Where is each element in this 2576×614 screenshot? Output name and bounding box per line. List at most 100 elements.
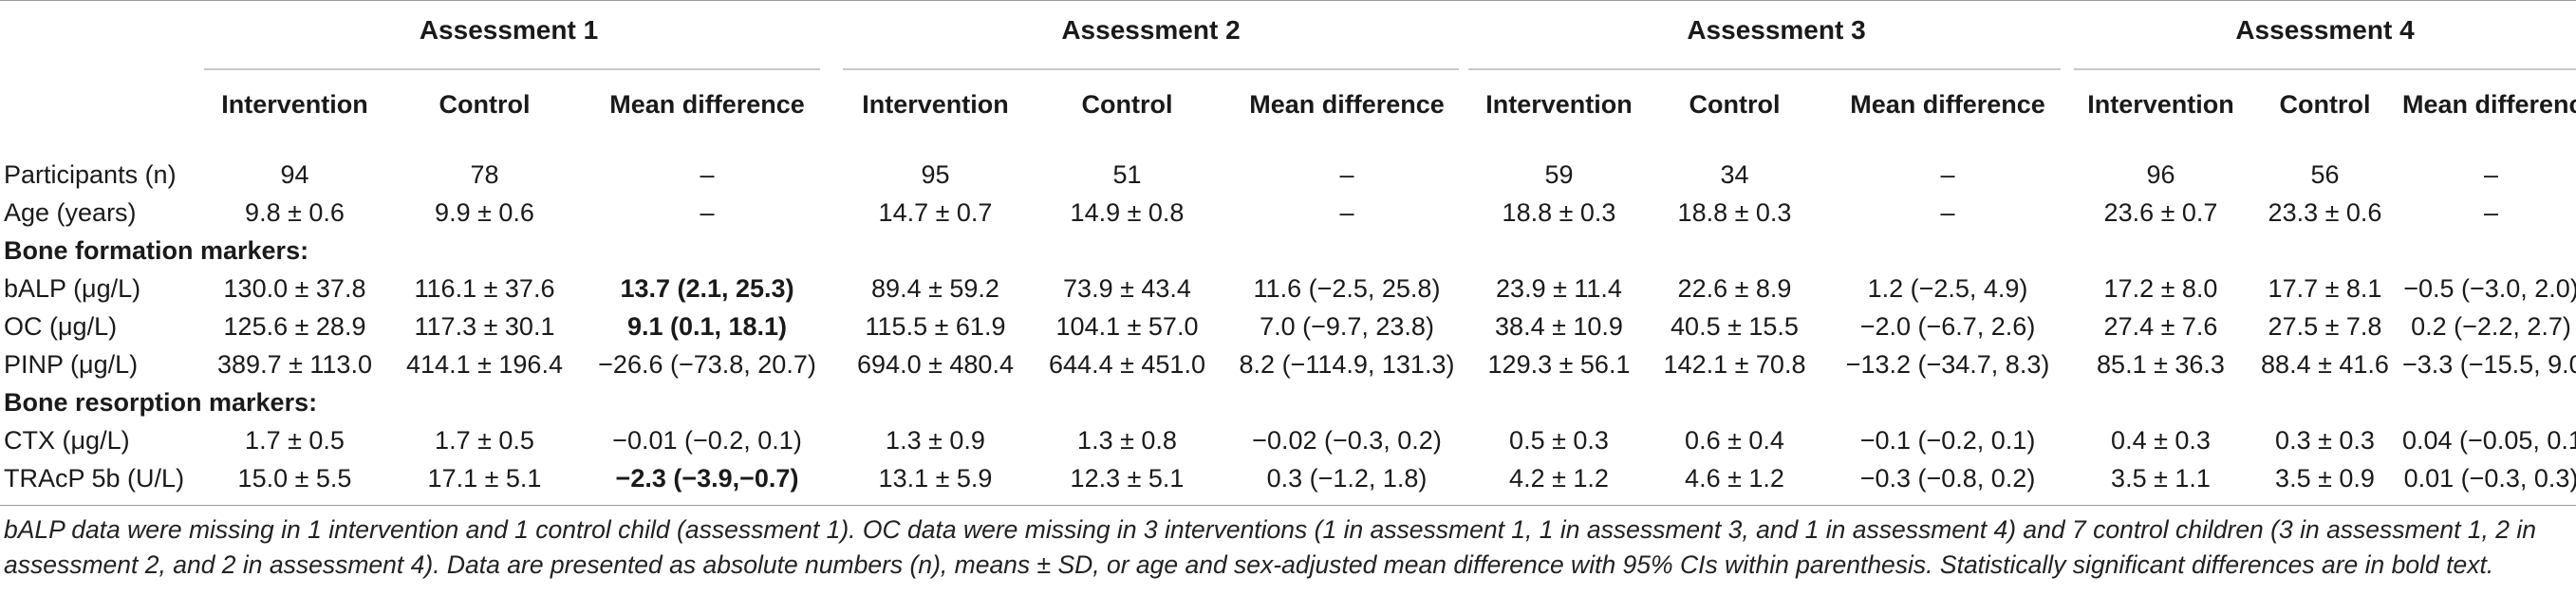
row-label: CTX (μg/L) [4,426,130,455]
table-cell: 78 [470,160,499,189]
table-cell: −0.5 (−3.0, 2.0) [2403,274,2576,303]
table-cell: 116.1 ± 37.6 [414,274,555,303]
table-cell: 0.01 (−0.3, 0.3) [2403,464,2576,493]
table-cell: 12.3 ± 5.1 [1070,464,1185,493]
table-cell: −0.1 (−0.2, 0.1) [1859,426,2036,455]
table-cell: 0.3 (−1.2, 1.8) [1266,464,1428,493]
row-label: TRAcP 5b (U/L) [4,464,185,493]
table-cell: −2.3 (−3.9,−0.7) [615,464,799,493]
table-cell: 4.2 ± 1.2 [1509,464,1609,493]
table-cell: 22.6 ± 8.9 [1677,274,1792,303]
group-header-assessment-2: Assessment 2 [1061,15,1241,45]
table-cell: 94 [280,160,309,189]
table-cell: 1.2 (−2.5, 4.9) [1867,274,2028,303]
subheader-control-2: Control [1081,90,1173,119]
table-cell: 1.7 ± 0.5 [435,426,534,455]
row-label: OC (μg/L) [4,312,118,341]
table-cell: – [700,160,715,189]
group-underline-2 [843,68,1459,70]
table-cell: 17.2 ± 8.0 [2103,274,2218,303]
section-resorption: Bone resorption markers: [4,388,318,417]
table-cell: −0.01 (−0.2, 0.1) [612,426,802,455]
table-cell: 27.5 ± 7.8 [2268,312,2382,341]
table-cell: 34 [1720,160,1749,189]
table-cell: 23.6 ± 0.7 [2103,198,2218,227]
table-cell: – [1940,198,1955,227]
table-cell: 0.2 (−2.2, 2.7) [2411,312,2571,341]
table-cell: 13.1 ± 5.9 [878,464,993,493]
table-cell: 89.4 ± 59.2 [871,274,999,303]
subheader-mean-difference-1: Mean difference [609,90,805,119]
table-cell: −0.3 (−0.8, 0.2) [1859,464,2036,493]
table-cell: 14.7 ± 0.7 [878,198,993,227]
subheader-control-4: Control [2279,90,2371,119]
table-cell: – [1940,160,1955,189]
table-cell: 0.04 (−0.05, 0.1) [2402,426,2576,455]
table-cell: 40.5 ± 15.5 [1671,312,1799,341]
top-rule [0,0,2576,1]
table-cell: 142.1 ± 70.8 [1663,350,1806,379]
table-cell: −26.6 (−73.8, 20.7) [598,350,816,379]
subheader-mean-difference-2: Mean difference [1249,90,1445,119]
row-label: Age (years) [4,198,137,227]
table-cell: 414.1 ± 196.4 [406,350,563,379]
group-underline-1 [204,68,820,70]
group-header-assessment-3: Assessment 3 [1687,15,1866,45]
row-label: bALP (μg/L) [4,274,141,303]
table-cell: 1.7 ± 0.5 [245,426,345,455]
table-cell: 0.6 ± 0.4 [1685,426,1784,455]
table-cell: 51 [1112,160,1142,189]
table-cell: 17.7 ± 8.1 [2268,274,2382,303]
table-cell: 18.8 ± 0.3 [1677,198,1792,227]
table-cell: 18.8 ± 0.3 [1502,198,1616,227]
table-cell: −2.0 (−6.7, 2.6) [1859,312,2036,341]
table-cell: 129.3 ± 56.1 [1487,350,1631,379]
table-cell: 8.2 (−114.9, 131.3) [1239,350,1455,379]
table-cell: 1.3 ± 0.8 [1077,426,1177,455]
subheader-intervention-2: Intervention [862,90,1009,119]
row-label: PINP (μg/L) [4,350,139,379]
table-cell: 95 [921,160,950,189]
table-cell: 59 [1544,160,1574,189]
group-underline-3 [1468,68,2061,70]
table-cell: 694.0 ± 480.4 [857,350,1014,379]
row-label: Participants (n) [4,160,177,189]
table-cell: 85.1 ± 36.3 [2097,350,2225,379]
group-header-assessment-1: Assessment 1 [419,15,599,45]
table-cell: 1.3 ± 0.9 [886,426,985,455]
table-cell: 644.4 ± 451.0 [1049,350,1205,379]
table-cell: 0.3 ± 0.3 [2275,426,2375,455]
table-cell: 117.3 ± 30.1 [414,312,555,341]
table-cell: 27.4 ± 7.6 [2103,312,2218,341]
table-cell: 88.4 ± 41.6 [2261,350,2389,379]
table-cell: 17.1 ± 5.1 [427,464,542,493]
subheader-mean-difference-4: Mean difference [2402,90,2576,119]
table-cell: 15.0 ± 5.5 [237,464,352,493]
bottom-rule [0,505,2576,506]
table-cell: −3.3 (−15.5, 9.0) [2402,350,2576,379]
table-cell: 4.6 ± 1.2 [1685,464,1784,493]
subheader-control-3: Control [1689,90,1781,119]
table-cell: 56 [2310,160,2340,189]
table-cell: – [1339,160,1354,189]
table-cell: 9.9 ± 0.6 [435,198,534,227]
table-cell: – [1339,198,1354,227]
table-cell: – [2483,160,2499,189]
subheader-intervention-4: Intervention [2087,90,2234,119]
table-cell: 104.1 ± 57.0 [1055,312,1199,341]
table-cell: −0.02 (−0.3, 0.2) [1252,426,1442,455]
table-cell: 3.5 ± 0.9 [2275,464,2375,493]
table-cell: 125.6 ± 28.9 [223,312,366,341]
table-cell: 14.9 ± 0.8 [1070,198,1185,227]
table-cell: 23.9 ± 11.4 [1496,274,1622,303]
table-cell: 3.5 ± 1.1 [2111,464,2211,493]
table-cell: 130.0 ± 37.8 [223,274,366,303]
group-underline-4 [2074,68,2576,70]
table-cell: −13.2 (−34.7, 8.3) [1845,350,2050,379]
table-cell: 115.5 ± 61.9 [865,312,1006,341]
section-formation: Bone formation markers: [4,236,309,265]
table-cell: – [700,198,715,227]
table-cell: 389.7 ± 113.0 [217,350,372,379]
subheader-intervention-3: Intervention [1485,90,1633,119]
